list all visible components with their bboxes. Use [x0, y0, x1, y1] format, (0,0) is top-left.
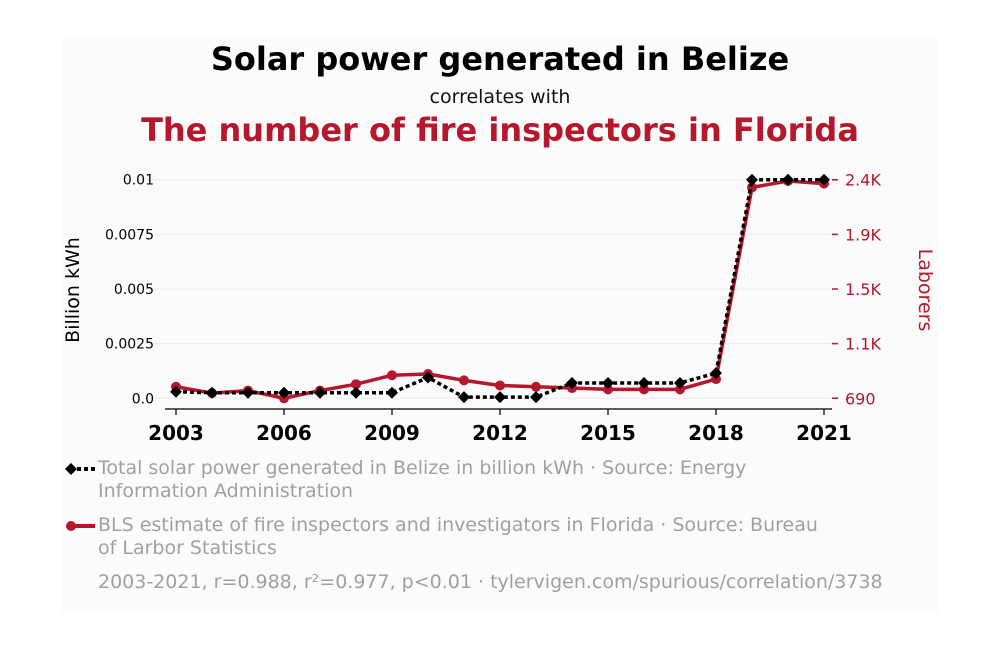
data-point-fire-inspectors	[675, 384, 685, 395]
data-point-solar-power	[530, 391, 542, 404]
chart-title: Solar power generated in Belize	[210, 40, 790, 78]
data-point-solar-power	[746, 173, 758, 186]
legend-circle-marker-icon	[66, 521, 95, 531]
legend-diamond-marker-icon	[65, 463, 95, 475]
data-point-fire-inspectors	[639, 384, 649, 395]
data-point-fire-inspectors	[531, 381, 541, 392]
y-tick-label: 0.0	[132, 391, 154, 407]
data-point-solar-power	[818, 173, 830, 186]
data-point-solar-power	[674, 376, 686, 389]
y-tick-label: 0.0075	[105, 227, 154, 243]
x-tick-label: 2006	[256, 421, 312, 445]
x-tick-label: 2009	[364, 421, 420, 445]
data-point-solar-power	[206, 386, 218, 399]
data-point-solar-power	[782, 173, 794, 186]
y-tick-label: 0.005	[114, 282, 154, 298]
data-point-solar-power	[602, 376, 614, 389]
data-point-fire-inspectors	[459, 375, 469, 386]
y2-tick-label: 2.4K	[845, 171, 881, 190]
data-point-solar-power	[638, 376, 650, 389]
x-tick-label: 2012	[472, 421, 528, 445]
data-point-solar-power	[422, 371, 434, 384]
correlation-footer: 2003-2021, r=0.988, r²=0.977, p<0.01 · t…	[98, 571, 883, 593]
chart-panel	[62, 38, 938, 613]
chart-subtitle: correlates with	[429, 86, 571, 108]
axes: 0.0 0.0025 0.005 0.0075 0.01 690 1.1K 1.5K 1.9K 2…	[62, 171, 936, 445]
data-point-solar-power	[710, 367, 722, 380]
data-point-fire-inspectors	[495, 380, 505, 391]
x-tick-label: 2018	[688, 421, 744, 445]
x-tick-label: 2021	[796, 421, 852, 445]
y-tick-label: 0.0025	[105, 337, 154, 353]
data-point-fire-inspectors	[387, 370, 397, 381]
series-line-fire-inspectors	[175, 179, 825, 401]
data-point-solar-power	[458, 391, 470, 404]
data-point-solar-power	[350, 386, 362, 399]
gridlines	[145, 179, 832, 399]
data-point-solar-power	[278, 386, 290, 399]
legend-label-solar: Total solar power generated in Belize in…	[98, 457, 747, 502]
y-tick-label: 0.01	[123, 173, 154, 189]
data-point-fire-inspectors	[603, 384, 613, 395]
legend-label-fire-inspectors: BLS estimate of fire inspectors and inve…	[98, 514, 818, 559]
data-point-solar-power	[242, 386, 254, 399]
data-point-solar-power	[314, 386, 326, 399]
data-point-solar-power	[386, 386, 398, 399]
series-line-solar-power	[175, 177, 824, 399]
data-point-solar-power	[566, 376, 578, 389]
y-axis-label: Billion kWh	[62, 237, 84, 343]
y2-tick-label: 1.1K	[845, 335, 881, 354]
data-point-solar-power	[170, 385, 182, 398]
x-tick-label: 2003	[148, 421, 204, 445]
series-fire-inspectors	[171, 176, 829, 404]
data-point-fire-inspectors	[351, 379, 361, 390]
y2-tick-label: 1.5K	[845, 280, 881, 299]
y2-tick-label: 1.9K	[845, 225, 881, 244]
y2-axis-label: Laborers	[914, 249, 936, 332]
series-solar-power	[170, 173, 830, 404]
chart-title-secondary: The number of fire inspectors in Florida	[141, 111, 859, 149]
y2-tick-label: 690	[845, 389, 876, 408]
data-point-solar-power	[494, 391, 506, 404]
x-tick-label: 2015	[580, 421, 636, 445]
